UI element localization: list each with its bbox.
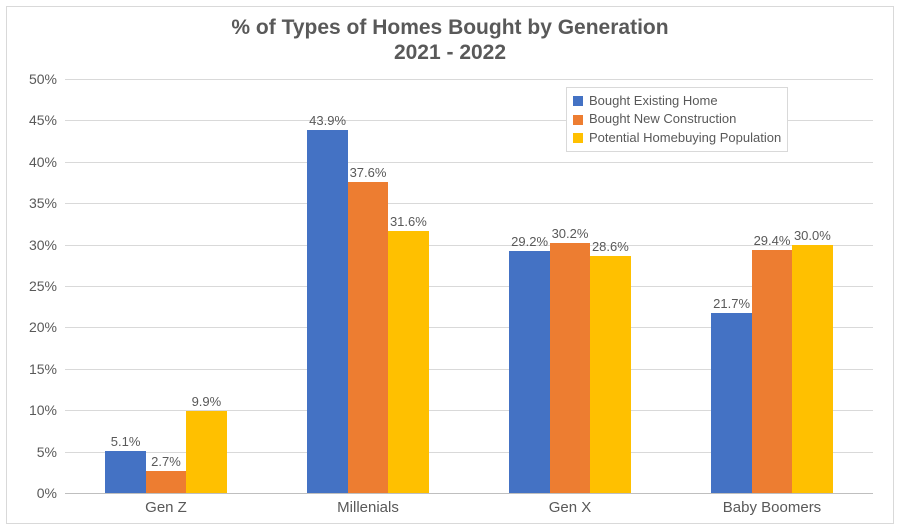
grid-line bbox=[65, 245, 873, 246]
y-tick-label: 20% bbox=[29, 319, 65, 335]
y-tick-label: 10% bbox=[29, 402, 65, 418]
bar bbox=[348, 182, 388, 493]
plot-area: 0%5%10%15%20%25%30%35%40%45%50%Gen Z5.1%… bbox=[65, 79, 873, 493]
legend: Bought Existing HomeBought New Construct… bbox=[566, 87, 788, 152]
bar-value-label: 29.4% bbox=[754, 233, 791, 250]
bar-value-label: 43.9% bbox=[309, 113, 346, 130]
grid-line bbox=[65, 203, 873, 204]
bar bbox=[388, 231, 428, 493]
bar-value-label: 21.7% bbox=[713, 296, 750, 313]
grid-line bbox=[65, 79, 873, 80]
bar-value-label: 29.2% bbox=[511, 234, 548, 251]
x-tick-label: Baby Boomers bbox=[723, 493, 821, 516]
bar bbox=[792, 245, 832, 493]
y-tick-label: 0% bbox=[37, 485, 65, 501]
bar-value-label: 37.6% bbox=[350, 165, 387, 182]
legend-item: Potential Homebuying Population bbox=[573, 129, 781, 147]
y-tick-label: 35% bbox=[29, 195, 65, 211]
y-tick-label: 30% bbox=[29, 237, 65, 253]
y-tick-label: 5% bbox=[37, 444, 65, 460]
legend-label: Bought New Construction bbox=[589, 110, 736, 128]
bar bbox=[590, 256, 630, 493]
legend-label: Potential Homebuying Population bbox=[589, 129, 781, 147]
x-tick-label: Gen Z bbox=[145, 493, 187, 516]
bar-value-label: 2.7% bbox=[151, 454, 181, 471]
y-tick-label: 25% bbox=[29, 278, 65, 294]
bar bbox=[146, 471, 186, 493]
legend-item: Bought Existing Home bbox=[573, 92, 781, 110]
bar bbox=[752, 250, 792, 493]
bar bbox=[186, 411, 226, 493]
grid-line bbox=[65, 162, 873, 163]
legend-swatch bbox=[573, 115, 583, 125]
legend-swatch bbox=[573, 133, 583, 143]
y-tick-label: 40% bbox=[29, 154, 65, 170]
y-tick-label: 50% bbox=[29, 71, 65, 87]
chart-border: % of Types of Homes Bought by Generation… bbox=[6, 6, 894, 524]
bar-value-label: 28.6% bbox=[592, 239, 629, 256]
chart-title-line1: % of Types of Homes Bought by Generation bbox=[7, 15, 893, 40]
chart-frame: % of Types of Homes Bought by Generation… bbox=[0, 0, 900, 530]
bar bbox=[550, 243, 590, 493]
bar-value-label: 5.1% bbox=[111, 434, 141, 451]
chart-title-line2: 2021 - 2022 bbox=[7, 40, 893, 65]
bar-value-label: 30.0% bbox=[794, 228, 831, 245]
x-tick-label: Millenials bbox=[337, 493, 399, 516]
legend-label: Bought Existing Home bbox=[589, 92, 718, 110]
y-tick-label: 45% bbox=[29, 112, 65, 128]
x-tick-label: Gen X bbox=[549, 493, 592, 516]
bar-value-label: 9.9% bbox=[192, 394, 222, 411]
bar bbox=[509, 251, 549, 493]
bar bbox=[711, 313, 751, 493]
legend-swatch bbox=[573, 96, 583, 106]
bar-value-label: 30.2% bbox=[552, 226, 589, 243]
y-tick-label: 15% bbox=[29, 361, 65, 377]
legend-item: Bought New Construction bbox=[573, 110, 781, 128]
bar bbox=[105, 451, 145, 493]
bar bbox=[307, 130, 347, 493]
chart-title: % of Types of Homes Bought by Generation… bbox=[7, 15, 893, 65]
bar-value-label: 31.6% bbox=[390, 214, 427, 231]
